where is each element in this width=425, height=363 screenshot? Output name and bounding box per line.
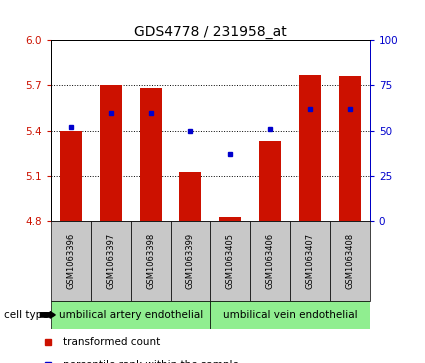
Bar	[91, 221, 131, 301]
Bar	[259, 141, 281, 221]
Bar	[210, 221, 250, 301]
Text: GSM1063406: GSM1063406	[266, 233, 275, 289]
Bar	[140, 88, 162, 221]
Bar	[60, 131, 82, 221]
Text: transformed count: transformed count	[63, 337, 161, 347]
Text: GSM1063398: GSM1063398	[146, 233, 155, 289]
Bar	[100, 85, 122, 221]
Text: umbilical vein endothelial: umbilical vein endothelial	[223, 310, 357, 320]
Text: GSM1063399: GSM1063399	[186, 233, 195, 289]
Bar	[290, 221, 330, 301]
Bar	[51, 301, 210, 329]
Text: GSM1063396: GSM1063396	[66, 233, 75, 289]
Text: GSM1063405: GSM1063405	[226, 233, 235, 289]
Bar	[299, 75, 321, 221]
Bar	[179, 171, 201, 221]
Bar	[330, 221, 370, 301]
Bar	[131, 221, 170, 301]
Text: percentile rank within the sample: percentile rank within the sample	[63, 360, 239, 363]
Bar	[250, 221, 290, 301]
Bar	[219, 217, 241, 221]
Text: cell type: cell type	[4, 310, 49, 320]
Text: GSM1063407: GSM1063407	[306, 233, 314, 289]
Title: GDS4778 / 231958_at: GDS4778 / 231958_at	[134, 25, 287, 39]
Text: umbilical artery endothelial: umbilical artery endothelial	[59, 310, 203, 320]
Bar	[170, 221, 210, 301]
Bar	[51, 221, 91, 301]
Bar	[339, 76, 361, 221]
Text: GSM1063408: GSM1063408	[346, 233, 354, 289]
Text: GSM1063397: GSM1063397	[106, 233, 115, 289]
Bar	[210, 301, 370, 329]
